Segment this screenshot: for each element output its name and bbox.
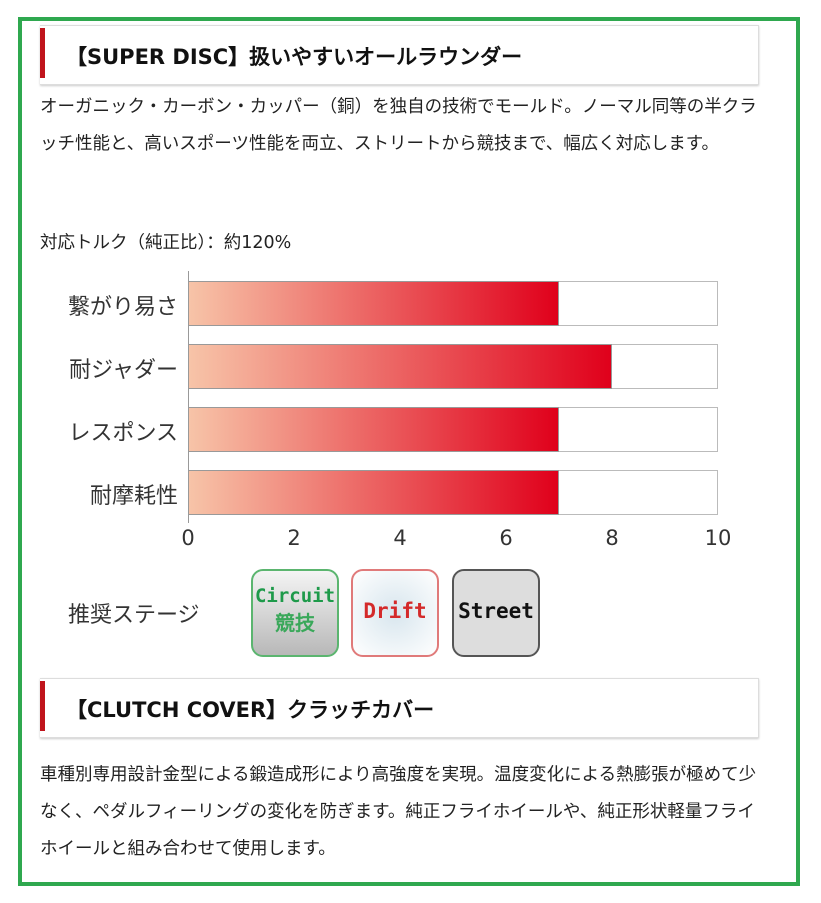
stage-drift-en: Drift <box>363 599 427 623</box>
section-header-super-disc: 【SUPER DISC】扱いやすいオールラウンダー <box>40 25 759 85</box>
category-label: レスポンス <box>68 421 178 446</box>
clutch-cover-description: 車種別専用設計金型による鍛造成形により高強度を実現。温度変化による熱膨張が極めて… <box>40 765 757 859</box>
bar-1 <box>188 344 612 389</box>
stage-circuit-en: Circuit <box>254 585 336 607</box>
x-tick-label: 6 <box>499 526 513 550</box>
x-tick-label: 8 <box>605 526 619 550</box>
content-frame: 【SUPER DISC】扱いやすいオールラウンダー オーガニック・カーボン・カッ… <box>18 17 800 886</box>
stage-circuit-icon: Circuit 競技 <box>251 569 339 657</box>
accent-bar <box>40 28 45 78</box>
section-title: 【CLUTCH COVER】クラッチカバー <box>66 698 435 722</box>
accent-bar <box>40 681 45 731</box>
stage-label: 推奨ステージ <box>68 603 200 628</box>
bar-2 <box>188 407 559 452</box>
x-tick-label: 0 <box>181 526 195 550</box>
category-label: 繋がり易さ <box>67 295 178 320</box>
stage-drift-icon: Drift <box>351 569 439 657</box>
x-tick-label: 10 <box>704 526 732 550</box>
section-header-clutch-cover: 【CLUTCH COVER】クラッチカバー <box>40 678 759 738</box>
category-label: 耐ジャダー <box>69 358 178 383</box>
bar-0 <box>188 281 559 326</box>
super-disc-description: オーガニック・カーボン・カッパー（銅）を独自の技術でモールド。ノーマル同等の半ク… <box>40 97 757 154</box>
torque-text: 対応トルク（純正比）：約120% <box>40 233 292 253</box>
y-axis <box>188 271 189 523</box>
category-label: 耐摩耗性 <box>89 484 178 509</box>
bar-3 <box>188 470 559 515</box>
stage-circuit-jp: 競技 <box>275 611 315 635</box>
stage-street-icon: Street <box>452 569 540 657</box>
stage-street-en: Street <box>458 599 534 623</box>
section-title: 【SUPER DISC】扱いやすいオールラウンダー <box>66 45 523 69</box>
x-tick-label: 4 <box>393 526 407 550</box>
x-tick-label: 2 <box>287 526 301 550</box>
